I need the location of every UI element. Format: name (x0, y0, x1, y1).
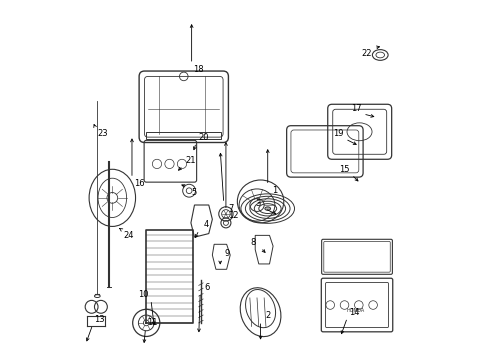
Text: 12: 12 (227, 211, 238, 220)
Text: 18: 18 (193, 65, 203, 74)
Text: 2: 2 (264, 311, 270, 320)
Text: HONDA: HONDA (346, 308, 365, 313)
Text: 13: 13 (94, 315, 105, 324)
Text: 20: 20 (198, 132, 208, 141)
Text: 22: 22 (361, 49, 371, 58)
Text: 9: 9 (224, 249, 229, 258)
Text: 21: 21 (184, 156, 195, 165)
Text: 8: 8 (250, 238, 256, 247)
Text: 16: 16 (134, 179, 144, 188)
Text: 14: 14 (348, 308, 359, 317)
Text: 23: 23 (97, 129, 108, 138)
Text: 5: 5 (191, 188, 197, 197)
Text: 24: 24 (123, 231, 134, 240)
Text: 7: 7 (228, 204, 233, 213)
Text: 1: 1 (272, 186, 277, 195)
Text: 3: 3 (255, 199, 260, 208)
Bar (146, 132, 221, 139)
Text: 6: 6 (204, 283, 210, 292)
Text: 11: 11 (147, 318, 158, 327)
Ellipse shape (264, 207, 270, 210)
Text: 10: 10 (138, 290, 149, 299)
Text: 4: 4 (203, 220, 208, 229)
Text: 17: 17 (350, 104, 361, 113)
Text: 15: 15 (339, 165, 349, 174)
Text: 19: 19 (332, 129, 343, 138)
